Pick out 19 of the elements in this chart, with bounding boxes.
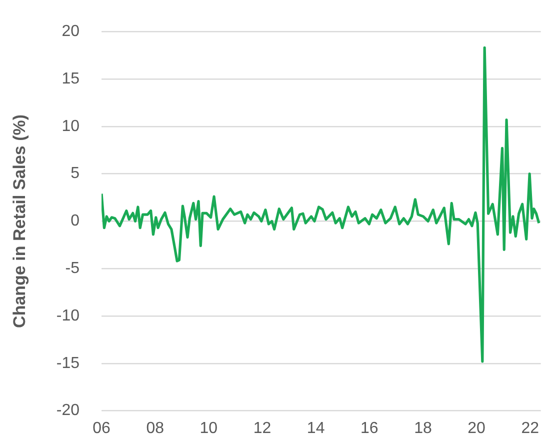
y-tick-label: 10: [62, 118, 80, 135]
x-tick-label: 18: [414, 420, 432, 437]
x-tick-label: 20: [468, 420, 486, 437]
y-tick-label: -20: [56, 402, 80, 420]
y-axis-title: Change in Retail Sales (%): [10, 114, 29, 328]
x-tick-label: 08: [146, 420, 164, 437]
x-tick-label: 06: [92, 420, 111, 437]
x-tick-label: 16: [360, 420, 378, 437]
x-tick-label: 10: [200, 420, 218, 437]
y-tick-label: -10: [56, 307, 80, 324]
y-tick-label: -5: [65, 260, 80, 278]
y-tick-label: 0: [70, 212, 80, 230]
x-tick-label: 14: [306, 420, 325, 437]
y-tick-label: -15: [56, 354, 80, 372]
y-tick-label: 5: [70, 165, 80, 182]
y-tick-label: 15: [62, 70, 80, 88]
x-tick-label: 12: [253, 420, 272, 437]
y-tick-label: 20: [62, 23, 80, 40]
x-tick-label: 22: [521, 420, 540, 437]
